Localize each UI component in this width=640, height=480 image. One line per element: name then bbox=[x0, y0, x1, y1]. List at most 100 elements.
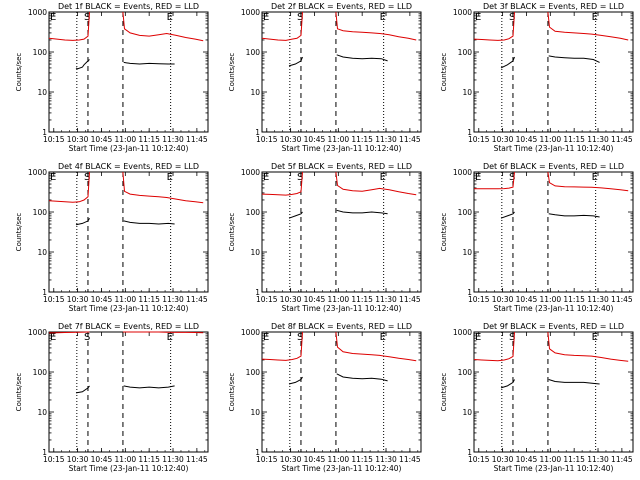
marker-label: S bbox=[84, 172, 90, 183]
x-tick-label: 11:15 bbox=[138, 135, 160, 144]
x-tick-label: 11:00 bbox=[115, 455, 137, 464]
lld-series-line bbox=[473, 331, 515, 362]
marker-label: E bbox=[475, 172, 481, 183]
y-tick-label: 1000 bbox=[241, 168, 260, 177]
x-axis-label: Start Time (23-Jan-11 10:12:40) bbox=[282, 144, 402, 153]
x-tick-label: 10:15 bbox=[43, 455, 65, 464]
x-tick-label: 10:15 bbox=[256, 135, 278, 144]
marker-label: E bbox=[592, 332, 598, 343]
y-tick-label: 1 bbox=[255, 128, 260, 137]
panel-title: Det 8f BLACK = Events, RED = LLD bbox=[271, 322, 412, 331]
x-tick-label: 11:45 bbox=[399, 455, 421, 464]
y-tick-label: 1 bbox=[255, 288, 260, 297]
panel-title: Det 6f BLACK = Events, RED = LLD bbox=[483, 162, 624, 171]
x-tick-label: 11:00 bbox=[328, 455, 350, 464]
x-tick-label: 10:45 bbox=[91, 135, 113, 144]
x-tick-label: 10:30 bbox=[280, 295, 302, 304]
events-series-line bbox=[548, 213, 600, 218]
y-tick-label: 100 bbox=[33, 48, 48, 57]
lld-series-line bbox=[261, 331, 303, 361]
panel-det-3: Det 3f BLACK = Events, RED = LLD 1 10 100 10… bbox=[440, 2, 634, 153]
plot-frame bbox=[48, 11, 209, 133]
x-tick-label: 10:15 bbox=[468, 135, 490, 144]
marker-label: S bbox=[84, 332, 90, 343]
plot-frame bbox=[473, 11, 634, 133]
y-tick-label: 1000 bbox=[241, 8, 260, 17]
panel-title: Det 7f BLACK = Events, RED = LLD bbox=[58, 322, 199, 331]
y-tick-label: 10 bbox=[250, 408, 260, 417]
y-tick-label: 10 bbox=[37, 408, 47, 417]
y-tick-label: 10 bbox=[462, 248, 472, 257]
x-tick-label: 11:45 bbox=[611, 455, 633, 464]
x-tick-label: 10:45 bbox=[304, 135, 326, 144]
x-tick-label: 11:00 bbox=[328, 135, 350, 144]
y-tick-label: 1 bbox=[467, 128, 472, 137]
lld-series-line bbox=[261, 171, 303, 196]
y-tick-label: 100 bbox=[458, 48, 473, 57]
plot-frame bbox=[473, 331, 634, 453]
x-tick-label: 10:15 bbox=[256, 295, 278, 304]
x-tick-label: 11:00 bbox=[328, 295, 350, 304]
x-axis-label: Start Time (23-Jan-11 10:12:40) bbox=[282, 304, 402, 313]
x-tick-label: 11:15 bbox=[351, 135, 373, 144]
y-tick-label: 100 bbox=[33, 208, 48, 217]
events-series-line bbox=[288, 376, 303, 385]
x-tick-label: 11:45 bbox=[611, 135, 633, 144]
x-tick-label: 10:45 bbox=[304, 295, 326, 304]
x-tick-label: 10:30 bbox=[67, 135, 89, 144]
lld-series-line bbox=[122, 171, 204, 204]
events-series-line bbox=[548, 379, 600, 385]
lld-series-line bbox=[122, 11, 204, 42]
events-series-line bbox=[500, 379, 515, 389]
x-tick-label: 10:30 bbox=[492, 455, 514, 464]
y-tick-label: 100 bbox=[246, 48, 261, 57]
y-tick-label: 1000 bbox=[453, 328, 472, 337]
lld-series-line bbox=[547, 11, 629, 41]
y-tick-label: 100 bbox=[33, 368, 48, 377]
y-tick-label: 1 bbox=[42, 288, 47, 297]
x-tick-label: 10:15 bbox=[468, 295, 490, 304]
events-series-line bbox=[75, 59, 90, 70]
marker-label: E bbox=[167, 332, 173, 343]
events-series-line bbox=[75, 217, 90, 226]
marker-label: E bbox=[167, 12, 173, 23]
x-axis-label: Start Time (23-Jan-11 10:12:40) bbox=[494, 304, 614, 313]
x-tick-label: 11:45 bbox=[186, 455, 208, 464]
x-tick-label: 11:00 bbox=[115, 295, 137, 304]
events-series-line bbox=[336, 209, 388, 215]
x-tick-label: 11:00 bbox=[540, 455, 562, 464]
marker-label: E bbox=[263, 172, 269, 183]
marker-label: E bbox=[380, 172, 386, 183]
panel-det-5: Det 5f BLACK = Events, RED = LLD 1 10 100 10… bbox=[228, 162, 422, 313]
lld-series-line bbox=[335, 171, 417, 196]
y-tick-label: 1000 bbox=[28, 8, 47, 17]
lld-series-line bbox=[122, 331, 204, 334]
x-tick-label: 10:30 bbox=[67, 295, 89, 304]
panel-det-8: Det 8f BLACK = Events, RED = LLD 1 10 100 10… bbox=[228, 322, 422, 473]
x-tick-label: 11:30 bbox=[375, 295, 397, 304]
x-tick-label: 11:15 bbox=[563, 295, 585, 304]
marker-label: E bbox=[50, 172, 56, 183]
panel-det-1: Det 1f BLACK = Events, RED = LLD 1 10 100 10… bbox=[15, 2, 209, 153]
y-axis-label: Counts/sec bbox=[228, 373, 236, 412]
marker-label: E bbox=[592, 12, 598, 23]
y-tick-label: 1 bbox=[467, 448, 472, 457]
x-tick-label: 11:45 bbox=[399, 295, 421, 304]
y-axis-label: Counts/sec bbox=[15, 213, 23, 252]
y-tick-label: 10 bbox=[462, 408, 472, 417]
marker-label: S bbox=[509, 172, 515, 183]
x-axis-label: Start Time (23-Jan-11 10:12:40) bbox=[282, 464, 402, 473]
x-tick-label: 10:15 bbox=[43, 295, 65, 304]
y-tick-label: 100 bbox=[246, 368, 261, 377]
events-series-line bbox=[336, 54, 388, 62]
x-tick-label: 11:00 bbox=[540, 295, 562, 304]
events-series-line bbox=[500, 56, 515, 69]
events-series-line bbox=[123, 385, 175, 389]
x-tick-label: 11:15 bbox=[351, 295, 373, 304]
x-tick-label: 10:30 bbox=[67, 455, 89, 464]
y-tick-label: 1000 bbox=[28, 328, 47, 337]
y-axis-label: Counts/sec bbox=[15, 53, 23, 92]
marker-label: E bbox=[475, 332, 481, 343]
y-tick-label: 10 bbox=[37, 88, 47, 97]
plot-frame bbox=[261, 331, 422, 453]
